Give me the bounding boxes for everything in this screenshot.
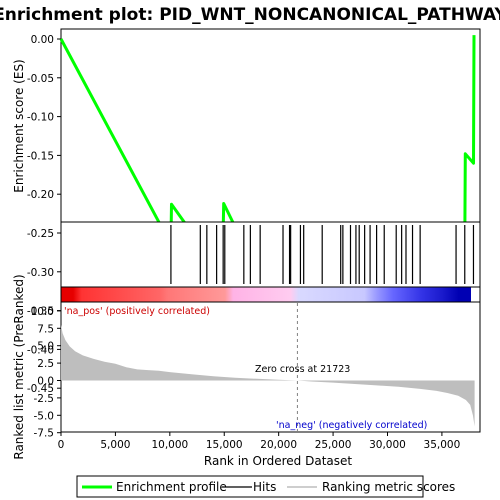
es-y-tick-label: -0.35 [27,306,54,318]
es-y-tick-label: -0.20 [27,189,54,201]
x-tick-label: 5,000 [100,439,130,451]
ranking-heat-bar [61,287,471,302]
hits-panel-frame [60,221,481,288]
chart-title: Enrichment plot: PID_WNT_NONCANONICAL_PA… [0,5,500,25]
metric-y-tick-label: -2.5 [34,393,55,405]
es-y-axis: 0.00 -0.05 -0.10 -0.15 -0.20 -0.25 -0.30 -0.35 -… [27,34,61,395]
hits-group [170,225,475,284]
x-axis-label: Rank in Ordered Dataset [204,454,352,468]
metric-y-tick-label: 10.0 [31,306,54,318]
metric-y-axis-label: Ranked list metric (PreRanked) [12,274,26,459]
x-tick-label: 20,000 [260,439,297,451]
x-tick-label: 30,000 [369,439,406,451]
es-y-tick-label: -0.40 [27,344,54,356]
pos-annotation: 'na_pos' (positively correlated) [64,306,210,317]
es-y-axis-label: Enrichment score (ES) [12,59,26,192]
metric-y-tick-label: -7.5 [34,428,55,440]
metric-y-tick-label: 2.5 [37,358,54,370]
x-tick-label: 35,000 [424,439,461,451]
legend-hits-label: Hits [253,480,276,494]
es-panel-frame [60,28,481,223]
metric-y-axis: 10.0 7.5 5.0 2.5 0.0 -2.5 -5.0 -7.5 [31,306,61,440]
zero-cross-annotation: Zero cross at 21723 [255,364,350,375]
x-tick-label: 0 [58,439,65,451]
es-y-tick-label: -0.45 [27,383,54,395]
es-y-tick-label: -0.10 [27,112,54,124]
x-tick-label: 15,000 [206,439,243,451]
metric-y-tick-label: 0.0 [37,376,54,388]
es-y-tick-label: -0.25 [27,228,54,240]
legend-enrichment-label: Enrichment profile [116,480,227,494]
metric-y-tick-label: -5.0 [34,410,55,422]
metric-panel-frame [60,301,481,433]
x-tick-label: 10,000 [151,439,188,451]
x-tick-label: 25,000 [315,439,352,451]
legend-metric-label: Ranking metric scores [322,480,455,494]
metric-y-tick-label: 5.0 [37,341,54,353]
es-y-tick-label: 0.00 [31,34,54,46]
x-axis: 0 5,000 10,000 15,000 20,000 25,000 30,000 35,0… [58,432,461,451]
neg-annotation: 'na_neg' (negatively correlated) [276,420,427,431]
es-y-tick-label: -0.05 [27,73,54,85]
es-y-tick-label: -0.30 [27,267,54,279]
es-y-tick-label: -0.15 [27,150,54,162]
ranking-metric-area [61,324,475,427]
metric-y-tick-label: 7.5 [37,323,54,335]
